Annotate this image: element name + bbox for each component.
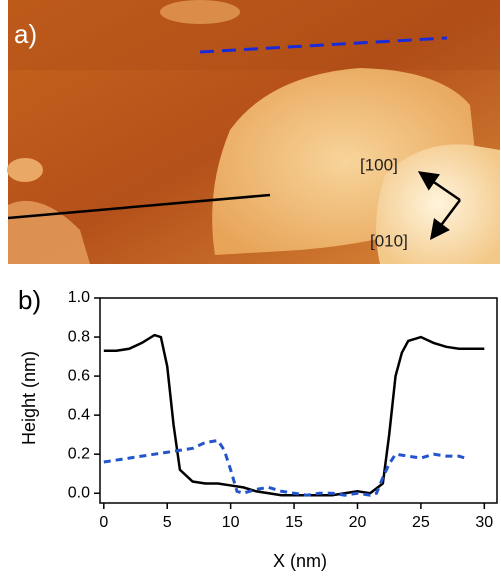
plot-frame <box>99 297 498 504</box>
panel-label: a) <box>14 19 37 49</box>
y-tick-label: 0.8 <box>68 328 90 345</box>
direction-label: [100] <box>360 155 398 174</box>
series-line <box>103 438 466 497</box>
x-axis-title: X (nm) <box>273 551 327 571</box>
x-tick-label: 5 <box>163 514 172 531</box>
y-tick-label: 0.2 <box>68 445 90 462</box>
x-tick-label: 20 <box>349 514 367 531</box>
x-tick-label: 25 <box>412 514 430 531</box>
y-tick-label: 0.6 <box>68 367 90 384</box>
chart: b) Height (nm) X (nm) 0.0 0.2 0.4 0.6 0.8 1.0… <box>18 285 498 571</box>
y-tick-label: 0.0 <box>68 484 90 501</box>
x-tick-label: 30 <box>475 514 493 531</box>
panel-label: b) <box>18 285 41 315</box>
y-axis-title: Height (nm) <box>19 351 39 445</box>
x-tick-label: 0 <box>99 514 108 531</box>
x-tick-label: 15 <box>285 514 303 531</box>
y-tick-label: 1.0 <box>68 289 90 306</box>
stm-image: a) [100] [010] <box>7 0 500 264</box>
x-tick-label: 10 <box>222 514 240 531</box>
direction-label: [010] <box>370 231 408 250</box>
series-line <box>103 333 485 497</box>
y-tick-label: 0.4 <box>68 406 90 423</box>
